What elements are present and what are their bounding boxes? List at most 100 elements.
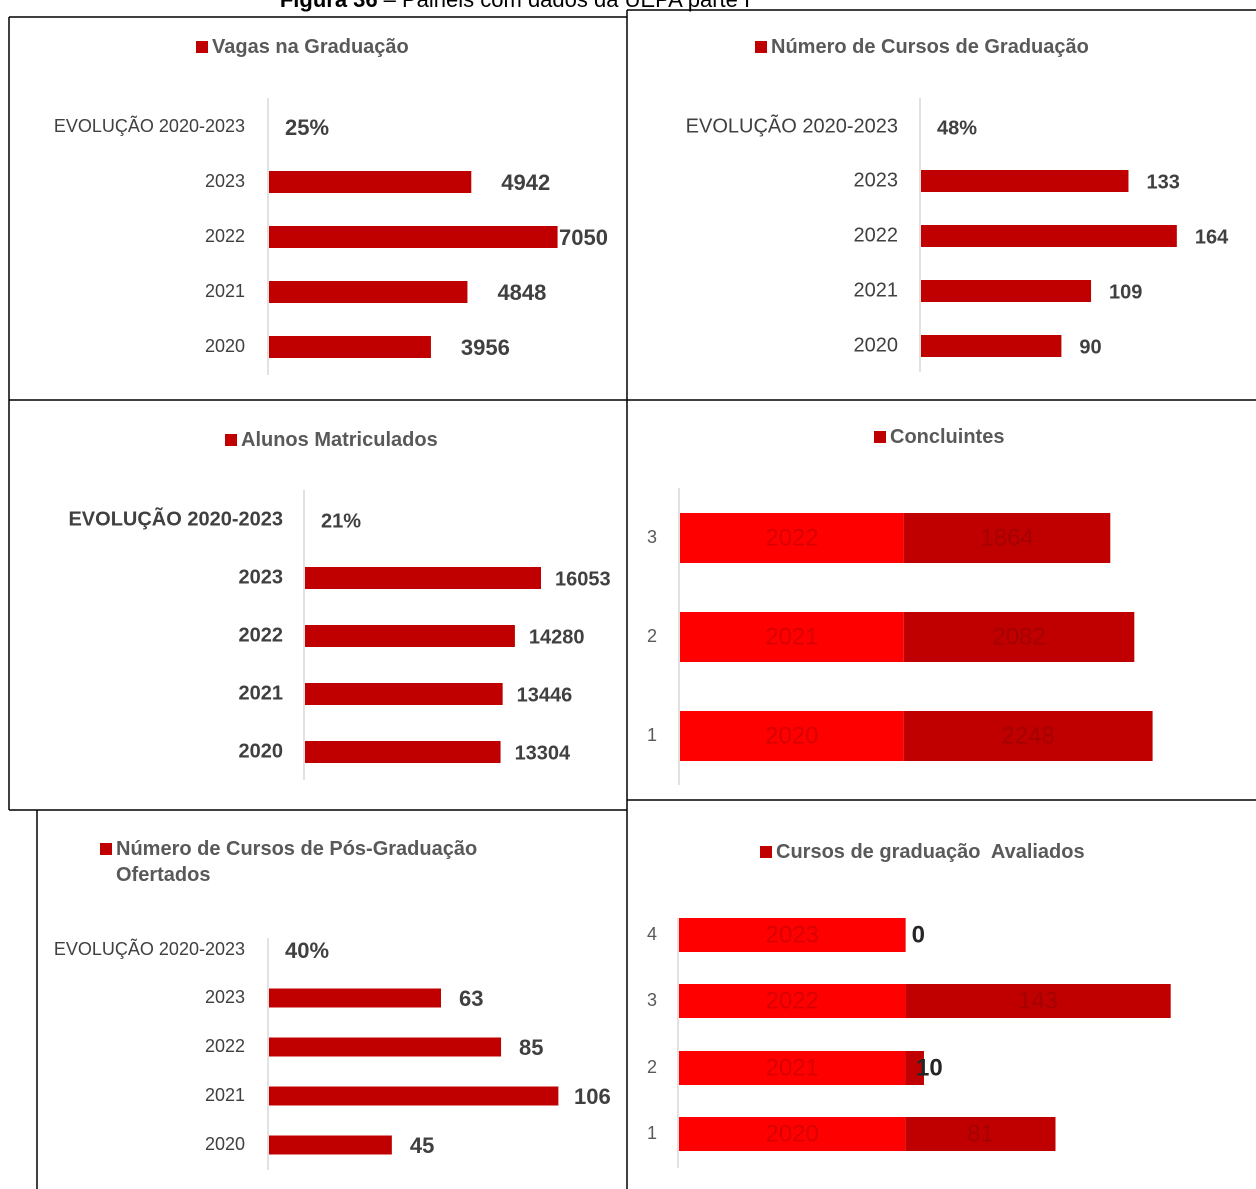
legend-swatch xyxy=(874,431,886,443)
bar-segment xyxy=(679,1117,906,1151)
legend-swatch xyxy=(100,843,112,855)
segment-label: 2248 xyxy=(1001,722,1054,749)
value-label: 13446 xyxy=(517,684,573,706)
category-label: 4 xyxy=(647,924,657,944)
category-label: 3 xyxy=(647,527,657,547)
value-label: 3956 xyxy=(461,335,510,360)
category-label: 2 xyxy=(647,626,657,646)
legend-label: Número de Cursos de Pós-Graduação Oferta… xyxy=(116,838,483,886)
legend: Concluintes xyxy=(874,424,1004,450)
bar xyxy=(269,1037,502,1057)
bar-segment xyxy=(680,513,904,563)
bar-segment xyxy=(903,612,1135,662)
value-label: 106 xyxy=(574,1084,611,1109)
bar xyxy=(269,226,558,248)
value-label: 7050 xyxy=(559,225,608,250)
category-label: 2021 xyxy=(205,1085,245,1105)
bar xyxy=(305,625,515,647)
value-label: 45 xyxy=(410,1133,434,1158)
segment-label: 2022 xyxy=(766,987,819,1014)
value-label: 4848 xyxy=(497,280,546,305)
evolution-label: EVOLUÇÃO 2020-2023 xyxy=(68,507,283,530)
evolution-value: 48% xyxy=(937,117,977,139)
legend-swatch xyxy=(755,41,767,53)
category-label: 2020 xyxy=(205,1134,245,1154)
bar xyxy=(269,281,468,303)
value-label: 85 xyxy=(519,1035,543,1060)
legend-swatch xyxy=(196,41,208,53)
legend-label: Vagas na Graduação xyxy=(212,36,409,58)
bar-segment xyxy=(905,1051,924,1085)
legend-label: Concluintes xyxy=(890,426,1005,448)
bar xyxy=(305,741,501,763)
category-label: 2021 xyxy=(239,682,284,704)
segment-label: 2082 xyxy=(992,623,1045,650)
bar xyxy=(921,170,1129,192)
value-label: 4942 xyxy=(501,170,550,195)
value-label: 164 xyxy=(1195,226,1229,248)
category-label: 2021 xyxy=(205,281,245,301)
evolution-value: 25% xyxy=(285,115,329,140)
bar-segment xyxy=(905,1117,1056,1151)
bar xyxy=(921,280,1092,302)
legend: Número de Cursos de Pós-Graduação Oferta… xyxy=(100,836,560,888)
bar xyxy=(921,335,1062,357)
bar-segment xyxy=(680,612,904,662)
segment-label: 0 xyxy=(912,921,925,948)
value-label: 13304 xyxy=(515,742,571,764)
legend-label: Alunos Matriculados xyxy=(241,429,438,451)
value-label: 109 xyxy=(1109,281,1142,303)
segment-label: 1864 xyxy=(980,524,1033,551)
category-label: 2023 xyxy=(854,169,899,191)
bar-segment xyxy=(680,711,904,761)
bar xyxy=(269,988,441,1008)
bar xyxy=(269,336,431,358)
legend-swatch xyxy=(760,846,772,858)
category-label: 2022 xyxy=(205,226,245,246)
legend: Cursos de graduação Avaliados xyxy=(760,839,1085,865)
bar-segment xyxy=(903,711,1153,761)
segment-label: 2022 xyxy=(765,524,818,551)
value-label: 133 xyxy=(1146,171,1179,193)
value-label: 16053 xyxy=(555,568,611,590)
value-label: 63 xyxy=(459,986,483,1011)
legend-swatch xyxy=(225,434,237,446)
evolution-label: EVOLUÇÃO 2020-2023 xyxy=(54,938,245,959)
legend: Vagas na Graduação xyxy=(196,34,409,60)
bar-segment xyxy=(679,984,906,1018)
category-label: 2023 xyxy=(205,171,245,191)
segment-label: 10 xyxy=(916,1054,943,1081)
segment-label: 81 xyxy=(967,1120,994,1147)
bar xyxy=(269,171,472,193)
segment-label: 143 xyxy=(1018,987,1058,1014)
segment-label: 2020 xyxy=(765,722,818,749)
segment-label: 2021 xyxy=(765,623,818,650)
segment-label: 2023 xyxy=(766,921,819,948)
legend: Alunos Matriculados xyxy=(225,427,438,453)
evolution-value: 40% xyxy=(285,938,329,963)
bar-segment xyxy=(679,1051,906,1085)
category-label: 2020 xyxy=(239,740,284,762)
value-label: 90 xyxy=(1079,336,1101,358)
caption-text: – Painéis com dados da UEPA parte I xyxy=(384,0,750,12)
category-label: 2022 xyxy=(239,624,284,646)
category-label: 2022 xyxy=(205,1036,245,1056)
category-label: 2023 xyxy=(205,987,245,1007)
evolution-label: EVOLUÇÃO 2020-2023 xyxy=(54,115,245,136)
caption: Figura 36 – Painéis com dados da UEPA par… xyxy=(280,0,750,12)
category-label: 1 xyxy=(647,1123,657,1143)
category-label: 2020 xyxy=(854,334,899,356)
panel-borders xyxy=(8,9,1256,1189)
bar-segment xyxy=(903,513,1111,563)
category-label: 2023 xyxy=(239,566,284,588)
category-label: 2021 xyxy=(854,279,899,301)
segment-label: 2020 xyxy=(765,1120,818,1147)
category-label: 2020 xyxy=(205,336,245,356)
evolution-value: 21% xyxy=(321,510,361,532)
evolution-label: EVOLUÇÃO 2020-2023 xyxy=(686,113,898,137)
category-label: 2 xyxy=(647,1057,657,1077)
category-label: 1 xyxy=(647,725,657,745)
bar xyxy=(269,1086,559,1106)
